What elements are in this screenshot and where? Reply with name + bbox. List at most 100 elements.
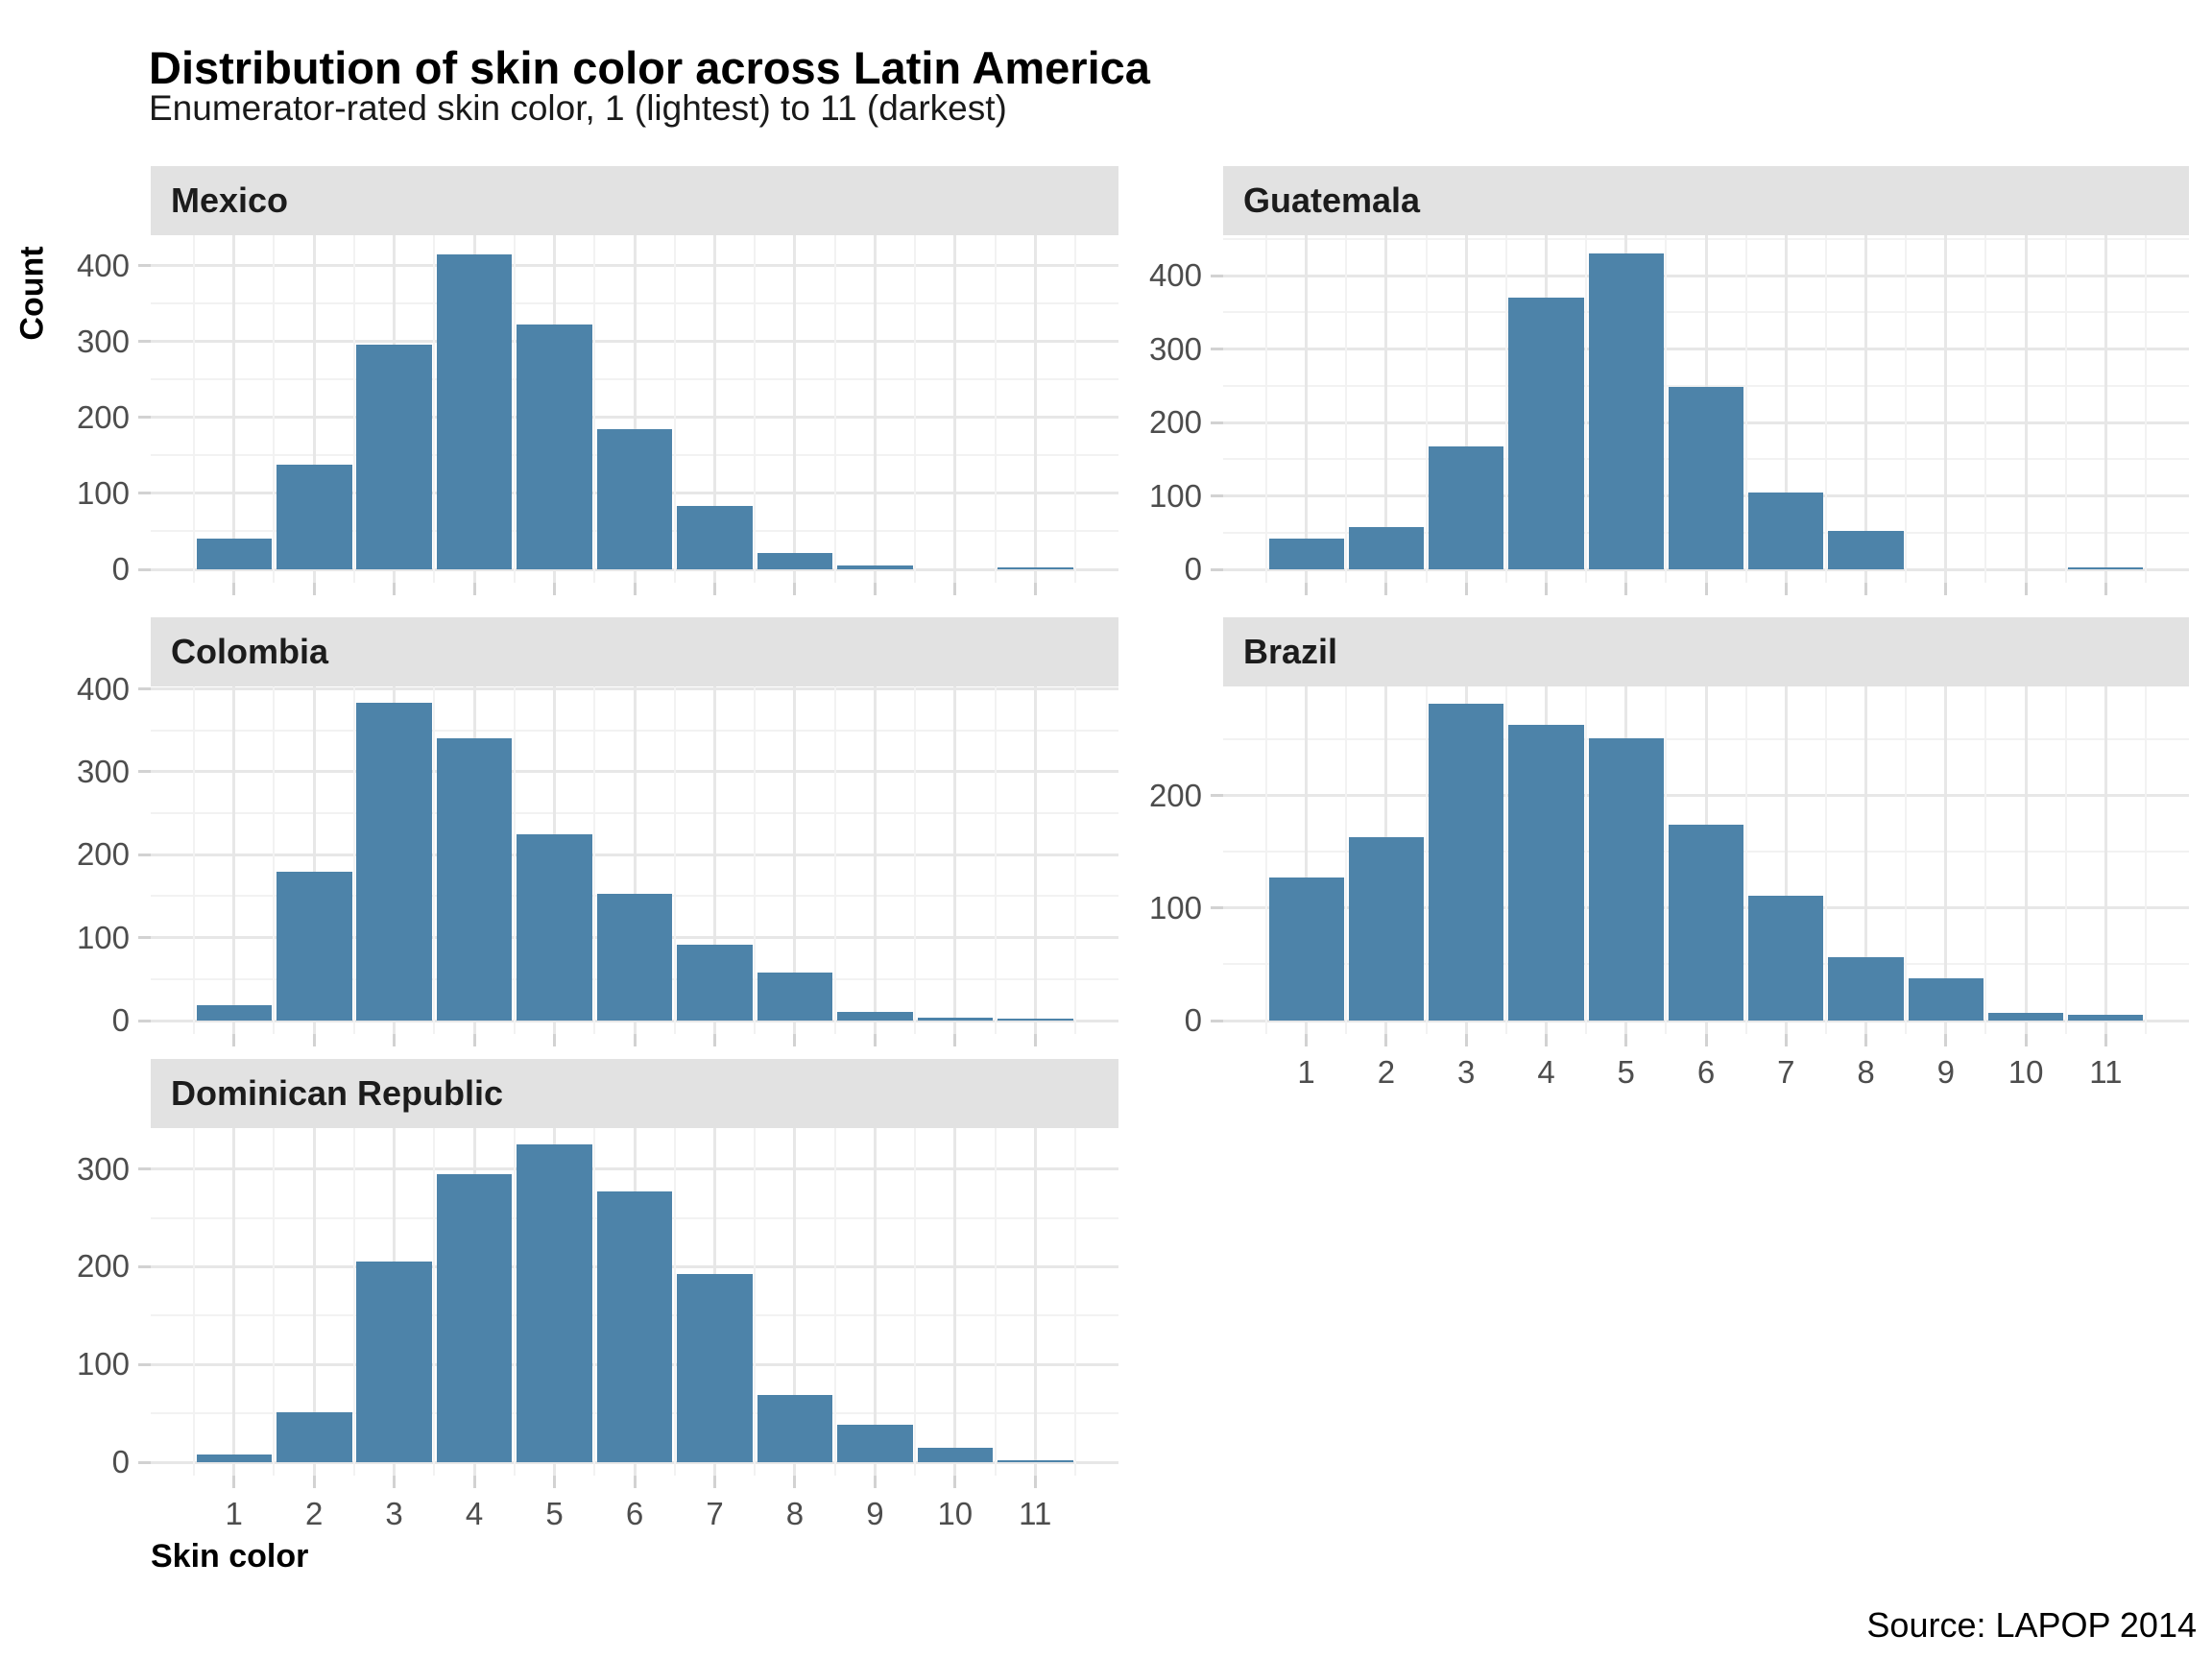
x-tick-label: 9 bbox=[1936, 1054, 1955, 1090]
tick-mark bbox=[138, 264, 151, 268]
gridline bbox=[673, 235, 676, 583]
gridline bbox=[873, 235, 877, 583]
gridline bbox=[1744, 686, 1747, 1034]
gridline bbox=[1265, 235, 1267, 583]
x-tick-label: 2 bbox=[305, 1496, 324, 1531]
y-tick-label: 200 bbox=[76, 1248, 130, 1285]
tick-mark bbox=[1211, 494, 1223, 498]
y-tick-label: 100 bbox=[76, 474, 130, 511]
gridline bbox=[994, 235, 997, 583]
x-tick-label: 8 bbox=[1857, 1054, 1875, 1090]
gridline bbox=[2104, 235, 2107, 583]
bar-dominican-republic-3 bbox=[356, 1262, 432, 1462]
x-tick-label: 1 bbox=[225, 1496, 243, 1531]
gridline bbox=[193, 686, 195, 1034]
gridline bbox=[2145, 686, 2147, 1034]
gridline bbox=[754, 235, 757, 583]
gridline bbox=[873, 686, 877, 1034]
gridline bbox=[1784, 235, 1788, 583]
tick-mark bbox=[138, 567, 151, 571]
bar-dominican-republic-5 bbox=[517, 1144, 592, 1462]
x-tick-label: 9 bbox=[866, 1496, 884, 1531]
facet-strip-guatemala: Guatemala bbox=[1223, 166, 2189, 235]
bar-brazil-8 bbox=[1828, 957, 1904, 1021]
tick-mark bbox=[1211, 274, 1223, 277]
tick-mark bbox=[138, 853, 151, 856]
gridline bbox=[833, 1128, 836, 1476]
tick-mark bbox=[1033, 583, 1037, 595]
gridline bbox=[1074, 1128, 1076, 1476]
tick-mark bbox=[312, 583, 316, 595]
tick-mark bbox=[1384, 1034, 1388, 1046]
tick-mark bbox=[312, 1476, 316, 1488]
tick-mark bbox=[953, 1476, 957, 1488]
gridline bbox=[2104, 686, 2107, 1034]
gridline bbox=[994, 1128, 997, 1476]
bar-mexico-3 bbox=[356, 344, 432, 569]
tick-mark bbox=[138, 492, 151, 495]
bar-brazil-3 bbox=[1429, 703, 1504, 1021]
bar-dominican-republic-2 bbox=[276, 1412, 352, 1462]
gridline bbox=[833, 235, 836, 583]
gridline bbox=[1305, 686, 1309, 1034]
tick-mark bbox=[793, 1034, 797, 1046]
y-tick-label: 400 bbox=[76, 247, 130, 283]
gridline bbox=[1074, 235, 1076, 583]
bar-guatemala-7 bbox=[1748, 492, 1824, 569]
bar-brazil-11 bbox=[2068, 1015, 2144, 1021]
tick-mark bbox=[1033, 1034, 1037, 1046]
y-tick-label: 400 bbox=[76, 670, 130, 707]
bar-guatemala-6 bbox=[1668, 387, 1744, 569]
tick-mark bbox=[138, 1167, 151, 1171]
bar-dominican-republic-9 bbox=[837, 1425, 913, 1462]
tick-mark bbox=[553, 1034, 556, 1046]
gridline bbox=[793, 1128, 797, 1476]
y-axis-title: Count bbox=[13, 246, 51, 341]
bar-colombia-4 bbox=[436, 738, 513, 1021]
gridline bbox=[914, 1128, 917, 1476]
y-tick-label: 100 bbox=[1148, 477, 1202, 514]
y-tick-label: 100 bbox=[76, 919, 130, 955]
bar-colombia-6 bbox=[596, 893, 673, 1021]
bar-colombia-11 bbox=[998, 1019, 1073, 1021]
gridline bbox=[1905, 235, 1908, 583]
y-tick-label: 300 bbox=[76, 753, 130, 789]
x-tick-label: 5 bbox=[1617, 1054, 1635, 1090]
x-tick-label: 11 bbox=[1019, 1496, 1052, 1531]
bar-brazil-4 bbox=[1508, 724, 1584, 1021]
facet-title: Colombia bbox=[171, 632, 329, 671]
bar-guatemala-8 bbox=[1828, 530, 1904, 569]
y-tick-label: 300 bbox=[76, 1150, 130, 1187]
gridline bbox=[1504, 235, 1507, 583]
tick-mark bbox=[1944, 1034, 1948, 1046]
x-tick-label: 3 bbox=[385, 1496, 403, 1531]
x-tick-label: 5 bbox=[545, 1496, 564, 1531]
bar-dominican-republic-11 bbox=[998, 1460, 1073, 1462]
gridline bbox=[1345, 686, 1348, 1034]
gridline bbox=[1464, 235, 1468, 583]
bar-dominican-republic-6 bbox=[596, 1191, 673, 1462]
bar-mexico-2 bbox=[276, 464, 352, 569]
tick-mark bbox=[1464, 583, 1468, 595]
bar-brazil-2 bbox=[1348, 837, 1425, 1021]
y-tick-label: 200 bbox=[1148, 777, 1202, 813]
facet-panel-guatemala bbox=[1223, 235, 2189, 583]
gridline bbox=[193, 1128, 195, 1476]
y-tick-label: 0 bbox=[111, 1444, 130, 1479]
bar-colombia-9 bbox=[837, 1012, 913, 1021]
tick-mark bbox=[1864, 1034, 1867, 1046]
x-tick-label: 6 bbox=[625, 1496, 644, 1531]
gridline bbox=[1944, 686, 1948, 1034]
gridline bbox=[1504, 686, 1507, 1034]
gridline bbox=[273, 1128, 276, 1476]
bar-mexico-8 bbox=[757, 552, 833, 569]
tick-mark bbox=[1864, 583, 1867, 595]
gridline bbox=[793, 686, 797, 1034]
tick-mark bbox=[1211, 421, 1223, 424]
gridline bbox=[433, 686, 436, 1034]
gridline bbox=[1425, 235, 1428, 583]
y-tick-label: 0 bbox=[1184, 1002, 1202, 1038]
facet-panel-dominican-republic bbox=[151, 1128, 1118, 1476]
gridline bbox=[312, 686, 316, 1034]
tick-mark bbox=[1704, 1034, 1708, 1046]
